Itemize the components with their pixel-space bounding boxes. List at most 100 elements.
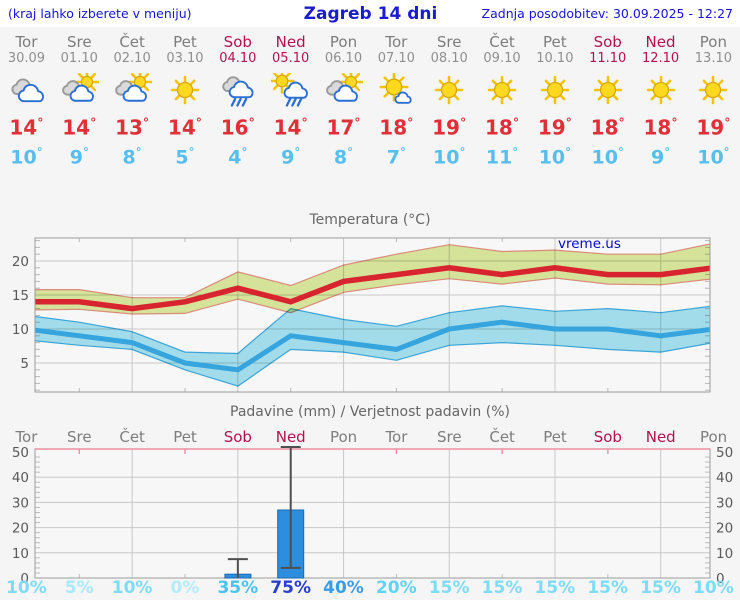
max-temperature: 18° — [643, 115, 678, 140]
weather-icon-slot — [429, 73, 469, 107]
svg-text:20: 20 — [12, 521, 29, 537]
partly-cloudy-icon — [62, 69, 100, 102]
watermark-link[interactable]: vreme.us — [558, 236, 621, 252]
precipitation-probability-value: 10% — [693, 578, 734, 598]
forecast-day-cell[interactable]: Sob 04.10 16° 4° — [211, 29, 264, 171]
svg-text:10: 10 — [12, 322, 29, 338]
svg-text:20: 20 — [716, 521, 733, 537]
weather-icon-slot — [323, 69, 364, 107]
svg-text:20: 20 — [12, 254, 29, 270]
min-temperature: 7° — [386, 144, 406, 168]
svg-text:15: 15 — [12, 288, 29, 304]
forecast-day-strip: Tor 30.09 14° 10° Sre 01.10 14° 9° Čet 02.10 13° 8°… — [0, 29, 740, 171]
svg-text:30: 30 — [12, 495, 29, 511]
day-date: 05.10 — [272, 51, 310, 66]
svg-text:50: 50 — [12, 445, 29, 461]
max-temperature: 14° — [9, 115, 44, 140]
precip-day-label: Pet — [543, 428, 567, 446]
min-temperature: 9° — [650, 144, 671, 168]
cloudy-icon — [11, 78, 45, 103]
precip-day-label: Ned — [276, 428, 306, 446]
precipitation-probability-value: 15% — [481, 578, 523, 598]
precipitation-probability-value: 10% — [6, 578, 47, 598]
forecast-day-cell[interactable]: Pon 06.10 17° 8° — [317, 29, 370, 171]
precip-day-label: Sob — [594, 428, 622, 446]
day-date: 08.10 — [430, 51, 468, 66]
min-temperature: 9° — [281, 144, 301, 168]
partly-cloudy-icon — [326, 69, 364, 102]
max-temperature: 14° — [167, 115, 202, 140]
day-name: Pon — [329, 33, 358, 51]
svg-text:0: 0 — [20, 571, 29, 587]
forecast-day-cell[interactable]: Tor 30.09 14° 10° — [0, 29, 53, 171]
forecast-day-cell[interactable]: Čet 02.10 13° 8° — [106, 29, 159, 171]
precipitation-probability-row: 10% 5% 10% 0% 35% 75% 40% 20% 15% 15% 15% 15% 15% 10% — [0, 578, 740, 600]
max-temperature: 18° — [484, 115, 520, 140]
day-name: Tor — [385, 33, 408, 51]
forecast-day-cell[interactable]: Sre 08.10 19° 10° — [423, 29, 476, 171]
day-name: Tor — [15, 33, 38, 51]
min-temperature: 8° — [333, 144, 354, 168]
forecast-day-cell[interactable]: Pet 10.10 19° 10° — [528, 29, 581, 171]
forecast-day-cell[interactable]: Ned 05.10 14° 9° — [264, 29, 317, 171]
day-date: 12.10 — [641, 51, 680, 66]
sun-cloud-icon — [379, 72, 412, 104]
day-date: 13.10 — [694, 51, 732, 66]
svg-text:10: 10 — [12, 546, 29, 562]
last-update-text: Zadnja posodobitev: 30.09.2025 - 12:27 — [481, 6, 733, 21]
max-temperature: 16° — [220, 115, 255, 140]
svg-text:50: 50 — [716, 445, 733, 461]
weather-icon-slot — [112, 69, 153, 107]
precip-day-label: Čet — [119, 427, 145, 446]
day-name: Pet — [543, 33, 567, 51]
weather-icon-slot — [693, 73, 733, 107]
rain-icon — [222, 76, 254, 107]
precip-day-label: Sob — [224, 428, 252, 446]
day-date: 07.10 — [377, 51, 415, 66]
day-date: 02.10 — [113, 51, 151, 66]
max-temperature: 19° — [696, 115, 731, 140]
min-temperature: 10° — [433, 144, 466, 168]
partly-cloudy-icon — [115, 69, 153, 102]
precip-day-label: Ned — [646, 428, 676, 446]
precipitation-probability-value: 15% — [640, 578, 681, 598]
sunny-icon — [170, 75, 200, 105]
precip-day-label: Sre — [67, 428, 92, 446]
forecast-day-cell[interactable]: Čet 09.10 18° 11° — [476, 29, 529, 171]
svg-text:5: 5 — [20, 356, 29, 372]
weather-icon-slot — [588, 73, 628, 107]
temperature-chart: 5 10 15 20 — [12, 237, 711, 393]
header-bar: (kraj lahko izberete v meniju) Zagreb 14… — [0, 0, 740, 27]
precipitation-probability-value: 35% — [217, 578, 259, 598]
precipitation-probability-value: 20% — [375, 578, 417, 598]
min-temperature: 9° — [69, 144, 89, 168]
location-menu-note[interactable]: (kraj lahko izberete v meniju) — [8, 6, 192, 21]
precip-day-label: Čet — [489, 427, 515, 446]
svg-text:40: 40 — [12, 470, 29, 486]
page-title: Zagreb 14 dni — [303, 3, 438, 24]
forecast-day-cell[interactable]: Ned 12.10 18° 9° — [634, 29, 687, 171]
day-date: 10.10 — [536, 51, 574, 66]
day-name: Ned — [645, 33, 676, 51]
precipitation-probability-value: 75% — [270, 578, 311, 598]
forecast-day-cell[interactable]: Pet 03.10 14° 5° — [159, 29, 212, 171]
min-temperature: 10° — [591, 144, 624, 168]
precipitation-probability-value: 0% — [170, 578, 200, 598]
forecast-day-cell[interactable]: Pon 13.10 19° 10° — [687, 29, 740, 171]
min-temperature: 4° — [228, 144, 248, 168]
forecast-day-cell[interactable]: Sre 01.10 14° 9° — [53, 29, 106, 171]
day-date: 11.10 — [589, 51, 627, 66]
forecast-day-cell[interactable]: Tor 07.10 18° 7° — [370, 29, 423, 171]
precip-day-label: Pon — [330, 428, 357, 446]
min-temperature: 11° — [485, 144, 519, 168]
forecast-day-cell[interactable]: Sob 11.10 18° 10° — [581, 29, 634, 171]
weather-icon-slot — [165, 73, 205, 107]
weather-icon-slot — [482, 73, 522, 107]
sunny-icon — [699, 75, 728, 105]
precipitation-chart: Tor Sre Čet Pet Sob Ned Pon Tor Sre Čet Pet Sob Ned P… — [12, 427, 733, 587]
min-temperature: 10° — [538, 144, 572, 168]
day-name: Sre — [66, 33, 92, 51]
precipitation-probability-value: 10% — [111, 578, 153, 598]
precip-day-label: Sre — [437, 428, 462, 446]
day-date: 03.10 — [166, 51, 204, 66]
